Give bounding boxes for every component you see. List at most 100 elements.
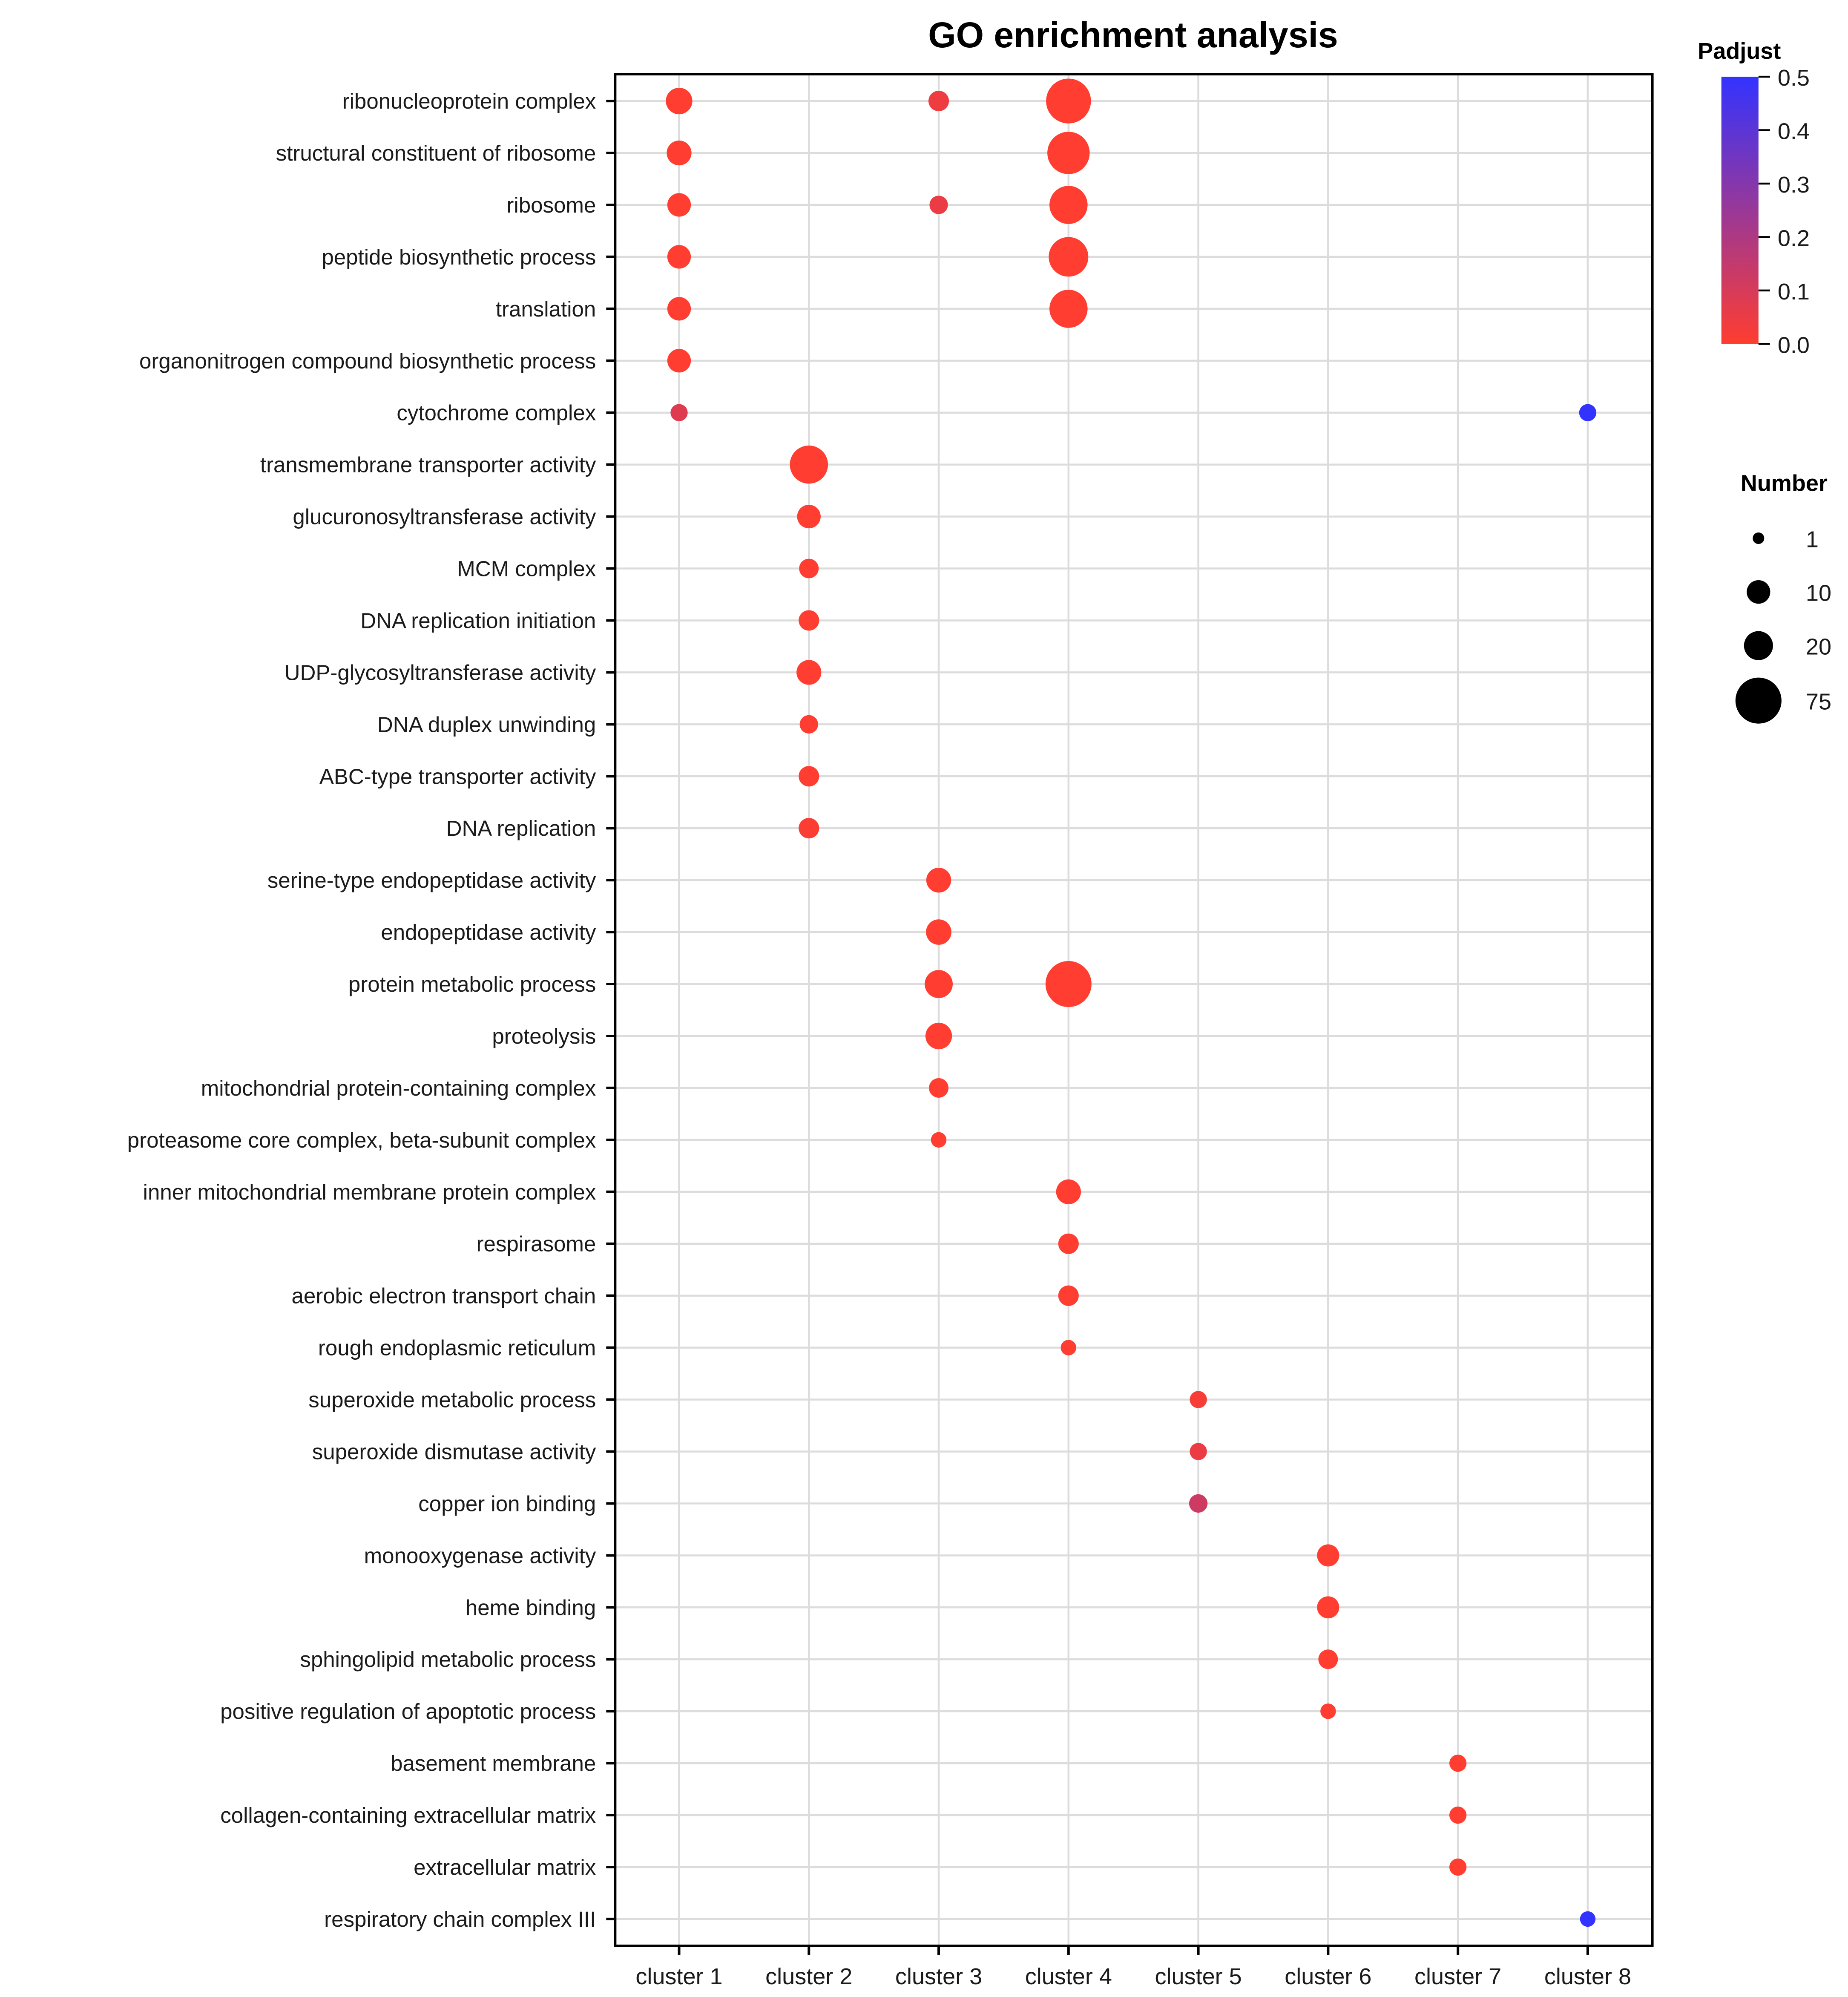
x-tick-label: cluster 6	[1285, 1964, 1371, 1989]
x-tick-label: cluster 4	[1025, 1964, 1112, 1989]
x-tick-label: cluster 5	[1155, 1964, 1242, 1989]
colorbar-tick-label: 0.1	[1778, 279, 1810, 305]
size-legend-dot	[1735, 677, 1782, 724]
dot	[1320, 1703, 1336, 1719]
y-tick-label: transmembrane transporter activity	[260, 453, 596, 477]
y-tick-label: aerobic electron transport chain	[291, 1284, 596, 1308]
x-tick-label: cluster 2	[765, 1964, 852, 1989]
y-tick-label: heme binding	[466, 1595, 596, 1620]
colorbar-tick-label: 0.0	[1778, 332, 1810, 358]
y-tick-label: superoxide dismutase activity	[312, 1440, 596, 1464]
y-tick-label: DNA replication initiation	[360, 608, 596, 633]
y-tick-label: peptide biosynthetic process	[322, 245, 596, 269]
plot-frame	[614, 73, 1654, 1947]
y-tick-label: organonitrogen compound biosynthetic pro…	[139, 349, 596, 373]
y-tick-label: MCM complex	[457, 557, 596, 581]
dot	[667, 349, 691, 373]
y-tick-label: monooxygenase activity	[364, 1543, 596, 1568]
y-tick-label: copper ion binding	[418, 1491, 596, 1516]
y-tick-label: inner mitochondrial membrane protein com…	[143, 1180, 596, 1204]
y-tick-label: respiratory chain complex III	[324, 1907, 596, 1931]
x-tick-label: cluster 8	[1544, 1964, 1631, 1989]
dot	[925, 970, 953, 998]
dot	[1046, 78, 1091, 124]
y-tick-label: translation	[496, 297, 596, 321]
dot	[1049, 237, 1089, 277]
dot	[799, 818, 819, 839]
dot	[797, 504, 821, 529]
size-legend-items: 1 10 20 75	[1735, 527, 1831, 724]
dot	[667, 245, 691, 269]
y-tick-label: proteasome core complex, beta-subunit co…	[127, 1128, 596, 1152]
dot	[929, 1078, 948, 1098]
size-legend-dot	[1744, 631, 1773, 660]
dot	[796, 660, 822, 685]
y-tick-label: protein metabolic process	[348, 972, 596, 996]
dot	[1189, 1494, 1208, 1513]
dot	[799, 715, 818, 734]
colorbar	[1721, 77, 1759, 344]
size-legend-label: 1	[1806, 527, 1819, 552]
dot	[667, 140, 692, 166]
y-tick-label: DNA replication	[446, 816, 596, 840]
dot	[931, 1132, 947, 1148]
y-tick-label: cytochrome complex	[397, 401, 596, 425]
size-legend-label: 10	[1806, 581, 1831, 606]
chart-title: GO enrichment analysis	[928, 15, 1338, 55]
x-tick-label: cluster 3	[895, 1964, 982, 1989]
dot	[926, 868, 951, 893]
y-axis: ribonucleoprotein complex structural cons…	[127, 89, 615, 1931]
dot	[1449, 1754, 1467, 1772]
dot	[670, 404, 688, 421]
y-tick-label: proteolysis	[492, 1024, 596, 1048]
dot	[1047, 132, 1090, 174]
y-tick-label: ABC-type transporter activity	[319, 764, 596, 788]
y-tick-label: serine-type endopeptidase activity	[267, 868, 596, 892]
y-tick-label: ribosome	[506, 193, 596, 217]
y-tick-label: superoxide metabolic process	[308, 1388, 596, 1412]
dot	[1580, 1911, 1596, 1927]
dot	[1318, 1649, 1338, 1669]
y-tick-label: mitochondrial protein-containing complex	[201, 1076, 596, 1100]
colorbar-tick-label: 0.2	[1778, 225, 1810, 251]
dot	[925, 1022, 952, 1050]
dot	[1190, 1391, 1207, 1408]
dot	[1317, 1596, 1339, 1619]
dot	[1049, 290, 1088, 328]
dot	[1449, 1806, 1467, 1824]
y-tick-label: extracellular matrix	[414, 1855, 596, 1879]
color-legend-title: Padjust	[1698, 38, 1781, 64]
dot	[928, 91, 949, 112]
x-tick-label: cluster 1	[635, 1964, 722, 1989]
size-legend-label: 20	[1806, 634, 1831, 660]
dot	[1045, 961, 1092, 1007]
dot	[1056, 1179, 1081, 1204]
dot	[1190, 1443, 1207, 1460]
x-tick-label: cluster 7	[1414, 1964, 1501, 1989]
y-tick-label: endopeptidase activity	[381, 920, 596, 944]
y-tick-label: rough endoplasmic reticulum	[318, 1336, 596, 1360]
y-tick-label: DNA duplex unwinding	[377, 712, 596, 737]
dot	[666, 87, 693, 115]
y-tick-label: respirasome	[477, 1232, 596, 1256]
dot	[926, 919, 951, 945]
legend: Padjust 0.0 0.1 0.2 0.3 0.4 0.5 Number 1 10 20 7…	[1698, 38, 1831, 724]
y-tick-label: UDP-glycosyltransferase activity	[285, 660, 596, 685]
y-tick-label: collagen-containing extracellular matrix	[220, 1803, 596, 1827]
y-tick-label: structural constituent of ribosome	[276, 141, 596, 165]
dot	[667, 297, 691, 321]
dot	[799, 558, 819, 578]
colorbar-ticks: 0.0 0.1 0.2 0.3 0.4 0.5	[1758, 65, 1810, 358]
dot	[1449, 1858, 1467, 1876]
dot	[929, 196, 948, 214]
dot	[1317, 1544, 1339, 1567]
dot	[1058, 1233, 1079, 1254]
points	[666, 78, 1597, 1927]
dot	[1058, 1285, 1079, 1306]
size-legend-dot	[1753, 532, 1765, 544]
colorbar-tick-label: 0.4	[1778, 119, 1810, 144]
dot	[1049, 186, 1088, 224]
y-tick-label: glucuronosyltransferase activity	[293, 505, 596, 529]
y-tick-label: ribonucleoprotein complex	[342, 89, 596, 113]
